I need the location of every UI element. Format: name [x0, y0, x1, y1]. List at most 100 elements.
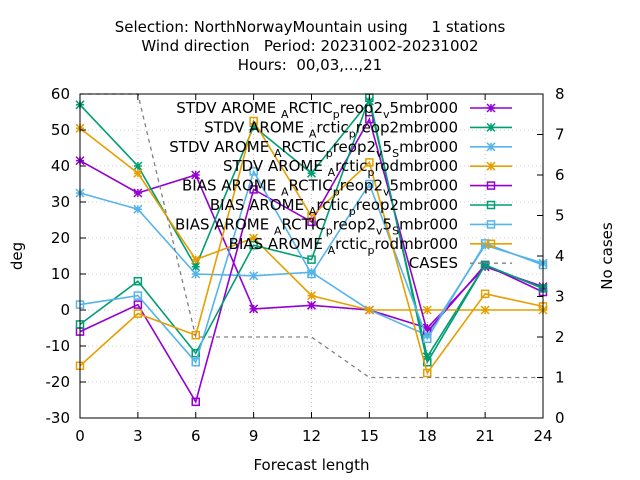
legend-label-part: A — [281, 186, 289, 199]
data-point — [249, 240, 258, 250]
data-point — [191, 397, 200, 407]
legend-label: CASES — [409, 254, 458, 272]
data-point — [249, 233, 259, 243]
data-point — [133, 276, 143, 286]
legend-label-part: rodmbr000 — [375, 235, 458, 253]
series-8 — [75, 116, 548, 378]
legend-item: BIAS AROME ARCTICpreop2v5mbr000 — [182, 177, 512, 199]
legend-label-part: 5 — [383, 138, 393, 156]
legend-label-part: mbr000 — [399, 215, 458, 233]
data-point — [307, 217, 316, 227]
legend-label-part: 5mbr000 — [390, 99, 458, 117]
legend-label: BIAS AROME ARCTICpreop2v5Smbr000 — [175, 215, 458, 237]
legend-label-part: reop2 — [333, 215, 376, 233]
data-point — [306, 291, 317, 301]
legend-label-part: reop2mbr000 — [356, 196, 458, 214]
data-point — [249, 116, 258, 126]
y-tick-label: 40 — [51, 157, 70, 175]
data-point — [133, 291, 143, 300]
y-tick-label: -30 — [46, 409, 71, 427]
legend-marker — [486, 220, 496, 229]
y2-tick-label: 7 — [555, 126, 565, 144]
data-point — [423, 334, 432, 344]
legend-label-part: v — [383, 108, 390, 121]
data-point — [364, 305, 374, 315]
x-tick-label: 3 — [133, 427, 143, 445]
legend-label-part: 5mbr000 — [390, 177, 458, 195]
data-point — [306, 300, 317, 310]
legend-marker — [486, 181, 496, 190]
y-tick-label: 20 — [51, 229, 70, 247]
chart-title: Selection: NorthNorwayMountain using 1 s… — [115, 18, 506, 74]
legend-label-part: reop2 — [340, 99, 383, 117]
series-line — [79, 169, 544, 364]
series-line — [79, 117, 544, 404]
legend-label-part: v — [376, 147, 383, 160]
legend-item: STDV AROME Arcticpreop2mbr000 — [204, 118, 512, 140]
x-tick-label: 0 — [75, 427, 85, 445]
legend-label-part: rctic — [316, 118, 348, 136]
legend-label-part: rctic — [335, 235, 367, 253]
legend-label-part: S — [392, 147, 399, 160]
data-point — [480, 289, 490, 299]
y2-tick-label: 2 — [555, 328, 565, 346]
legend-label-part: A — [309, 127, 317, 140]
legend-label-part: p — [349, 205, 356, 218]
data-point — [422, 352, 432, 362]
x-tick-label: 15 — [360, 427, 379, 445]
data-point — [133, 168, 143, 178]
legend-label-part: p — [349, 127, 356, 140]
data-point — [365, 158, 374, 167]
legend-label-part: p — [326, 224, 333, 237]
legend-label-main: STDV AROME — [169, 138, 274, 156]
legend-label-main: BIAS AROME — [210, 196, 309, 214]
y2-tick-label: 0 — [555, 409, 565, 427]
legend-label-part: v — [383, 186, 390, 199]
legend-label-part: S — [392, 224, 399, 237]
legend-label-main: BIAS AROME — [182, 177, 281, 195]
legend-item: STDV AROME Arcticprodmbr000 — [223, 157, 512, 179]
legend-label-part: rodmbr000 — [375, 157, 458, 175]
legend-marker — [486, 103, 496, 113]
data-point — [480, 260, 490, 270]
data-point — [191, 330, 200, 340]
legend-label-part: mbr000 — [399, 138, 458, 156]
legend-label-part: p — [368, 244, 375, 257]
title-line: Wind direction Period: 20231002-20231002 — [141, 37, 478, 55]
legend-item: CASES — [409, 254, 512, 272]
legend-label-part: reop2 — [340, 177, 383, 195]
data-point — [422, 305, 432, 315]
legend-label: BIAS AROME Arcticpreop2mbr000 — [210, 196, 458, 218]
legend-label-part: A — [328, 166, 336, 179]
legend-label: BIAS AROME Arcticprodmbr000 — [229, 235, 458, 257]
legend-label-part: RCTIC — [288, 177, 332, 195]
data-point — [191, 357, 200, 367]
x-tick-label: 6 — [191, 427, 201, 445]
legend-label-part: A — [281, 108, 289, 121]
data-point — [133, 161, 143, 171]
legend-label-main: STDV AROME — [223, 157, 328, 175]
data-point — [249, 167, 258, 176]
data-point — [306, 267, 317, 277]
series-line — [79, 94, 544, 365]
data-point — [480, 305, 490, 315]
legend-label-part: RCTIC — [282, 138, 326, 156]
legend-label-part: reop2mbr000 — [356, 118, 458, 136]
legend-marker — [486, 142, 496, 152]
y-tick-label: -20 — [46, 373, 71, 391]
legend-label-part: p — [368, 166, 375, 179]
y2-tick-label: 4 — [555, 247, 565, 265]
data-point — [133, 188, 143, 198]
legend-item: BIAS AROME Arcticprodmbr000 — [229, 235, 512, 257]
legend-item: BIAS AROME ARCTICpreop2v5Smbr000 — [175, 215, 512, 237]
series-6 — [75, 93, 548, 367]
legend-label-part: rctic — [316, 196, 348, 214]
x-tick-label: 21 — [476, 427, 495, 445]
legend-label-main: BIAS AROME — [229, 235, 328, 253]
series-line — [79, 118, 544, 375]
legend-label: STDV AROME ARCTICpreop2v5mbr000 — [176, 99, 458, 121]
legend-label: BIAS AROME ARCTICpreop2v5mbr000 — [182, 177, 458, 199]
data-point — [191, 255, 201, 265]
